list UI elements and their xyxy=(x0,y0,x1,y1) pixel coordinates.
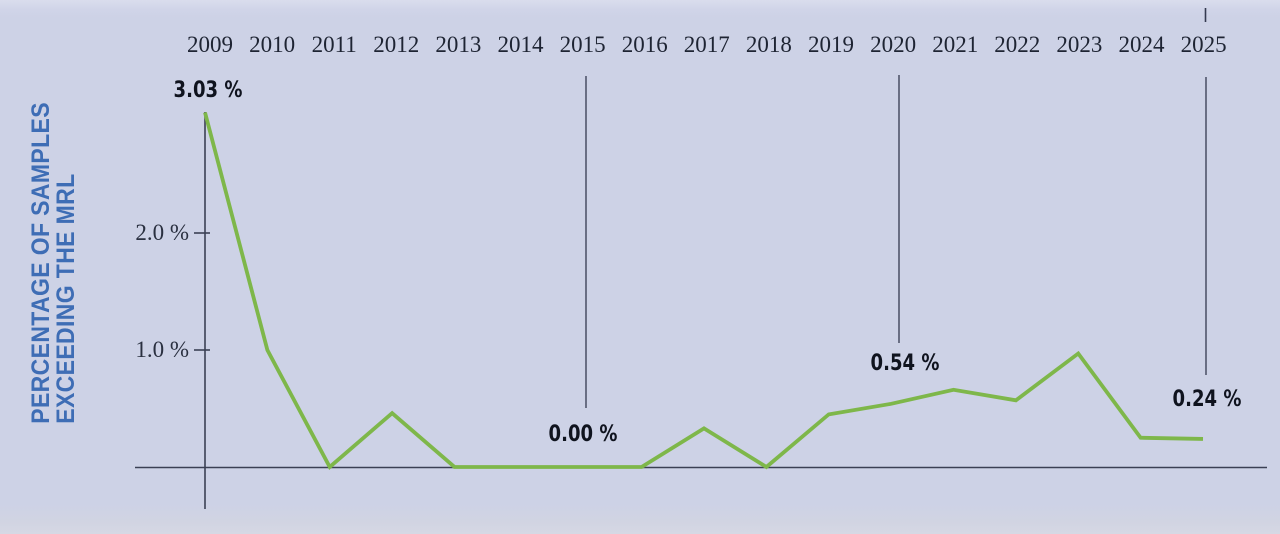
y-tick-label-1: 1.0 % xyxy=(135,337,189,362)
annotation-label-2020: 0.54 % xyxy=(870,351,940,376)
x-tick-label-2020: 2020 xyxy=(870,32,917,57)
x-tick-label-2009: 2009 xyxy=(187,32,233,57)
x-tick-label-2013: 2013 xyxy=(435,32,482,57)
annotation-label-2015: 0.00 % xyxy=(548,422,618,447)
x-tick-label-2024: 2024 xyxy=(1118,32,1165,57)
x-tick-label-2017: 2017 xyxy=(683,32,730,57)
x-tick-label-2010: 2010 xyxy=(249,32,296,57)
x-tick-label-2021: 2021 xyxy=(932,32,979,57)
x-tick-label-2025: 2025 xyxy=(1180,32,1227,57)
x-tick-label-2018: 2018 xyxy=(745,32,792,57)
x-tick-label-2022: 2022 xyxy=(994,32,1041,57)
annotation-label-2025: 0.24 % xyxy=(1172,387,1242,412)
x-tick-label-2015: 2015 xyxy=(559,32,606,57)
x-tick-label-2014: 2014 xyxy=(497,32,544,57)
data-series-line xyxy=(203,112,1204,470)
x-tick-label-2019: 2019 xyxy=(808,32,854,57)
x-tick-label-2012: 2012 xyxy=(373,32,420,57)
x-tick-label-2011: 2011 xyxy=(311,32,357,57)
x-tick-label-2016: 2016 xyxy=(621,32,668,57)
x-tick-label-2023: 2023 xyxy=(1056,32,1103,57)
y-tick-label-2: 2.0 % xyxy=(135,220,189,245)
annotation-label-2009: 3.03 % xyxy=(173,78,243,103)
